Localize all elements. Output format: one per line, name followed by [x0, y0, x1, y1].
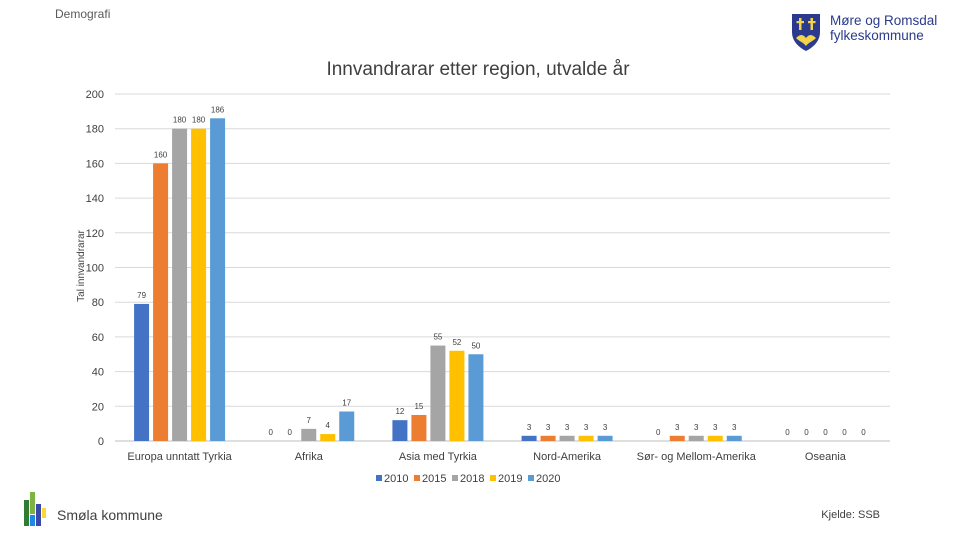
- legend-label: 2020: [536, 473, 560, 485]
- x-tick-label: Europa unntatt Tyrkia: [127, 451, 232, 463]
- bar: [521, 435, 537, 441]
- data-label: 4: [326, 421, 331, 430]
- y-axis-label: Tal innvandrarar: [76, 229, 87, 301]
- bar: [339, 411, 355, 441]
- data-label: 3: [675, 423, 680, 432]
- x-tick-label: Nord-Amerika: [533, 451, 602, 463]
- bar: [707, 435, 723, 441]
- logo-line-1: Møre og Romsdal: [830, 13, 938, 28]
- data-labels: 79 160 180 180 186 0 0 7 4 17 12 15 55 52 50 3 3 3 3 3 0 3 3 3 3…: [137, 105, 866, 437]
- legend-swatch: [452, 475, 458, 481]
- data-label: 0: [823, 428, 828, 437]
- x-tick-labels: Europa unntatt Tyrkia Afrika Asia med Tyrk…: [127, 451, 846, 463]
- bar: [210, 118, 226, 441]
- y-tick-label: 40: [92, 367, 104, 379]
- coat-of-arms-icon: [792, 14, 820, 51]
- bar: [153, 163, 169, 441]
- bar: [301, 428, 317, 441]
- county-logo: Møre og Romsdal fylkeskommune: [790, 11, 940, 55]
- municipality-logo: Smøla kommune: [24, 492, 224, 528]
- data-label: 3: [527, 423, 532, 432]
- chart-title: Innvandrarar etter region, utvalde år: [326, 59, 630, 80]
- y-tick-label: 160: [86, 158, 104, 170]
- data-label: 180: [173, 116, 187, 125]
- bar: [320, 434, 336, 441]
- bar: [392, 420, 408, 441]
- data-label: 0: [861, 428, 866, 437]
- data-label: 50: [471, 341, 480, 350]
- data-label: 186: [211, 105, 225, 114]
- data-label: 15: [414, 402, 423, 411]
- data-label: 3: [732, 423, 737, 432]
- x-tick-label: Sør- og Mellom-Amerika: [637, 451, 757, 463]
- data-label: 0: [288, 428, 293, 437]
- legend-label: 2018: [460, 473, 484, 485]
- data-label: 3: [546, 423, 551, 432]
- x-tick-label: Oseania: [805, 451, 847, 463]
- legend-label: 2015: [422, 473, 446, 485]
- bar: [669, 435, 685, 441]
- data-label: 180: [192, 116, 206, 125]
- bar: [559, 435, 575, 441]
- data-label: 52: [452, 338, 461, 347]
- legend-swatch: [490, 475, 496, 481]
- bar: [578, 435, 594, 441]
- legend-swatch: [528, 475, 534, 481]
- y-tick-label: 0: [98, 436, 104, 448]
- y-tick-label: 200: [86, 89, 104, 101]
- legend-label: 2010: [384, 473, 408, 485]
- data-label: 17: [342, 399, 351, 408]
- bar: [134, 303, 150, 441]
- bar: [726, 435, 742, 441]
- y-tick-label: 20: [92, 401, 104, 413]
- bars: [134, 118, 742, 441]
- legend-swatch: [414, 475, 420, 481]
- bar: [540, 435, 556, 441]
- y-tick-label: 60: [92, 332, 104, 344]
- x-tick-label: Asia med Tyrkia: [399, 451, 478, 463]
- data-label: 3: [565, 423, 570, 432]
- y-tick-label: 140: [86, 193, 104, 205]
- bar: [468, 354, 484, 441]
- bar: [597, 435, 613, 441]
- y-tick-label: 120: [86, 228, 104, 240]
- data-label: 3: [584, 423, 589, 432]
- data-label: 12: [395, 407, 404, 416]
- y-tick-label: 80: [92, 297, 104, 309]
- data-label: 160: [154, 150, 168, 159]
- source-note: Kjelde: SSB: [821, 509, 880, 521]
- bar: [191, 128, 207, 441]
- bar: [430, 345, 446, 441]
- data-label: 3: [603, 423, 608, 432]
- data-label: 79: [137, 291, 146, 300]
- data-label: 3: [713, 423, 718, 432]
- bar: [688, 435, 704, 441]
- gridlines: [115, 93, 890, 442]
- bar: [411, 414, 427, 441]
- municipality-name: Smøla kommune: [57, 507, 163, 523]
- bar: [172, 128, 188, 441]
- legend: 2010 2015 2018 2019 2020: [376, 473, 560, 485]
- legend-swatch: [376, 475, 382, 481]
- data-label: 55: [433, 333, 442, 342]
- municipality-logo-icon: [24, 492, 46, 526]
- data-label: 3: [694, 423, 699, 432]
- y-tick-label: 180: [86, 124, 104, 136]
- y-tick-label: 100: [86, 263, 104, 275]
- section-label: Demografi: [55, 7, 111, 21]
- bar: [449, 350, 465, 441]
- x-tick-label: Afrika: [295, 451, 324, 463]
- data-label: 0: [842, 428, 847, 437]
- y-tick-labels: 0 20 40 60 80 100 120 140 160 180 200: [86, 89, 104, 448]
- data-label: 0: [656, 428, 661, 437]
- legend-label: 2019: [498, 473, 522, 485]
- data-label: 0: [269, 428, 274, 437]
- data-label: 0: [785, 428, 790, 437]
- data-label: 7: [307, 416, 312, 425]
- data-label: 0: [804, 428, 809, 437]
- logo-line-2: fylkeskommune: [830, 28, 924, 43]
